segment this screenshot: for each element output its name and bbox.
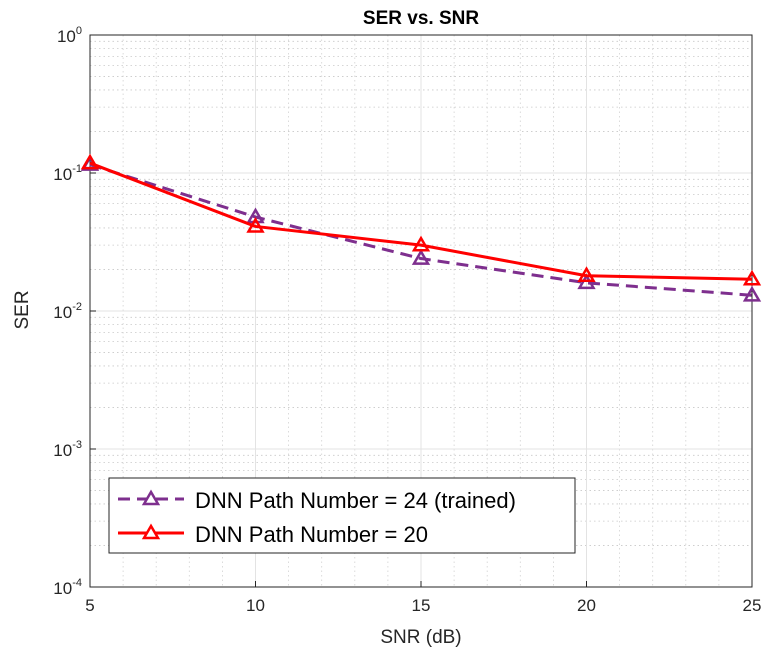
x-tick-label: 20 — [577, 596, 596, 615]
legend-label-dnn-20: DNN Path Number = 20 — [195, 522, 428, 547]
data-point-marker — [742, 285, 762, 302]
x-tick-label: 10 — [246, 596, 265, 615]
y-axis-label: SER — [12, 290, 33, 329]
legend-box — [108, 477, 576, 554]
x-tick-label: 5 — [85, 596, 94, 615]
y-tick-label: 10-3 — [53, 439, 82, 460]
legend-marker — [141, 489, 161, 506]
y-tick-label: 100 — [57, 25, 82, 46]
y-tick-label: 10-4 — [53, 577, 82, 598]
series-line — [89, 161, 753, 281]
series-line — [89, 163, 753, 297]
x-tick-label: 25 — [743, 596, 762, 615]
legend: DNN Path Number = 24 (trained) DNN Path … — [108, 477, 576, 554]
series-layer — [80, 153, 762, 302]
y-tick-label: 10-2 — [53, 301, 82, 322]
data-point-marker — [577, 266, 596, 283]
series-dnn-20 — [80, 153, 762, 286]
data-point-marker — [80, 153, 100, 170]
data-point-marker — [411, 249, 431, 265]
legend-sample-dnn-24 — [118, 489, 184, 506]
data-point-marker — [742, 269, 762, 286]
data-point-marker — [246, 216, 265, 233]
chart-title: SER vs. SNR — [363, 8, 479, 29]
x-axis-label: SNR (dB) — [380, 627, 461, 648]
legend-marker — [141, 523, 161, 540]
x-axis: 5 10 15 20 25 — [85, 581, 761, 615]
data-point-marker — [246, 207, 265, 224]
legend-sample-dnn-20 — [118, 523, 184, 540]
legend-label-dnn-24: DNN Path Number = 24 (trained) — [195, 488, 516, 513]
y-tick-label: 10-1 — [53, 163, 82, 184]
y-axis: 10-4 10-3 10-2 10-1 100 — [53, 25, 96, 598]
x-tick-label: 15 — [412, 596, 431, 615]
data-point-marker — [411, 235, 431, 252]
